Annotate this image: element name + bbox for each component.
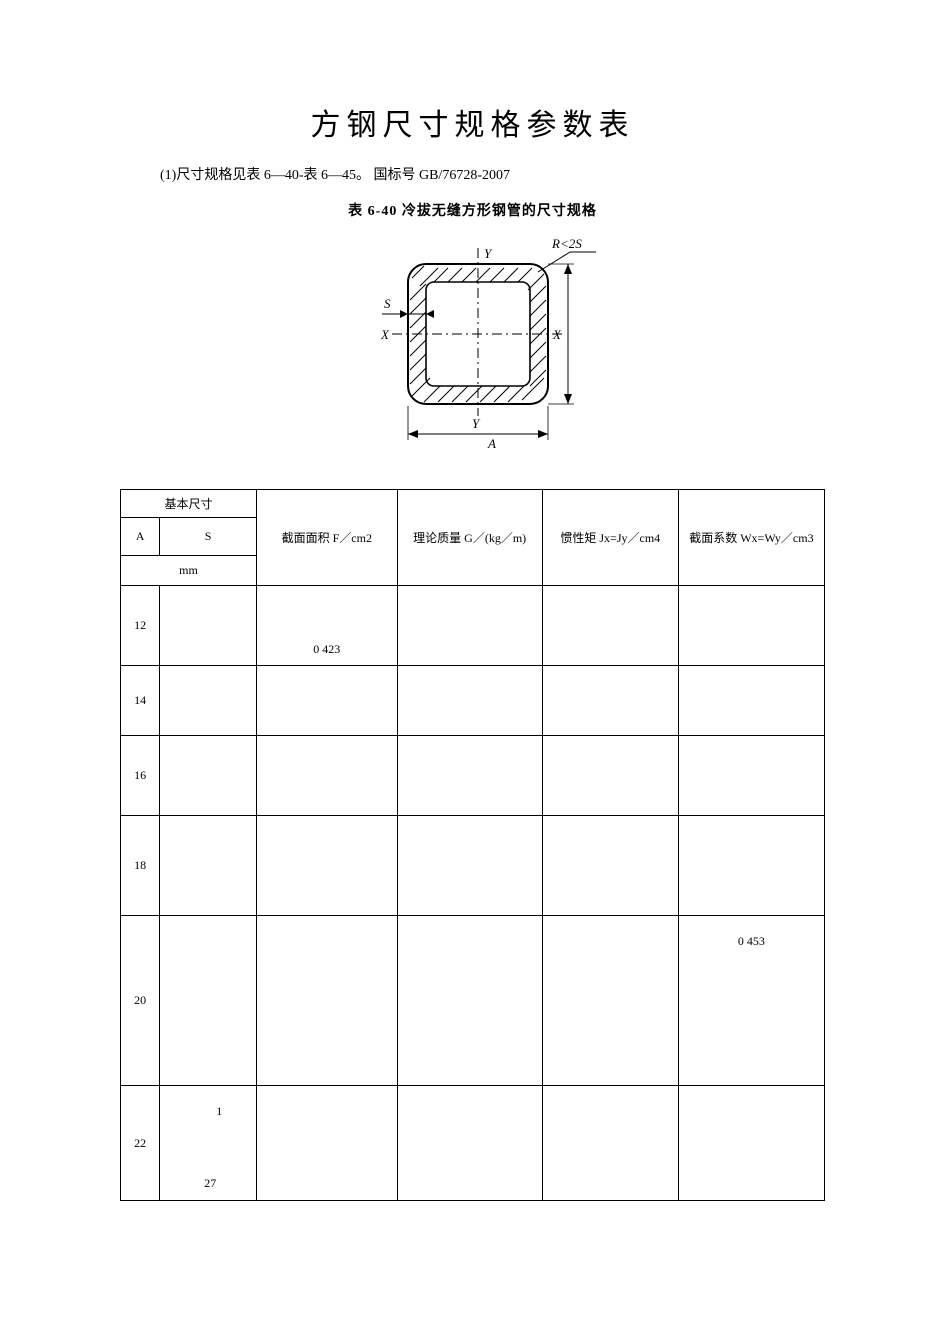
cell-G xyxy=(397,916,542,1086)
cell-A: 14 xyxy=(121,666,160,736)
table-row: 20 0 453 xyxy=(121,916,825,1086)
cell-G xyxy=(397,736,542,816)
th-G: 理论质量 G／(kg／m) xyxy=(397,490,542,586)
th-A: A xyxy=(121,518,160,556)
cell-J xyxy=(542,1086,678,1201)
th-J: 惯性矩 Jx=Jy／cm4 xyxy=(542,490,678,586)
th-W: 截面系数 Wx=Wy／cm3 xyxy=(678,490,824,586)
cell-S xyxy=(160,916,257,1086)
table-caption: 表 6-40 冷拔无缝方形钢管的尺寸规格 xyxy=(120,200,825,220)
cell-W xyxy=(678,736,824,816)
cell-W xyxy=(678,1086,824,1201)
cell-A: 20 xyxy=(121,916,160,1086)
cell-W xyxy=(678,586,824,666)
cell-F xyxy=(257,736,398,816)
cell-G xyxy=(397,1086,542,1201)
cell-G xyxy=(397,816,542,916)
table-row: 16 xyxy=(121,736,825,816)
cell-S: 1 27 xyxy=(160,1086,257,1201)
cell-S xyxy=(160,666,257,736)
cell-A: 22 xyxy=(121,1086,160,1201)
cell-J xyxy=(542,816,678,916)
th-basic-dim: 基本尺寸 xyxy=(121,490,257,518)
page-title: 方钢尺寸规格参数表 xyxy=(120,100,825,144)
cross-section-diagram: Y Y X X S A R<2S xyxy=(120,234,825,469)
th-S: S xyxy=(160,518,257,556)
cell-S xyxy=(160,736,257,816)
diagram-X-left: X xyxy=(380,327,390,342)
cell-J xyxy=(542,666,678,736)
cell-J xyxy=(542,916,678,1086)
diagram-Y-bot: Y xyxy=(472,416,481,431)
diagram-X-right: X xyxy=(552,327,562,342)
cell-J xyxy=(542,586,678,666)
table-row: 14 xyxy=(121,666,825,736)
cell-F xyxy=(257,666,398,736)
cell-F xyxy=(257,816,398,916)
table-row: 12 0 423 xyxy=(121,586,825,666)
diagram-A: A xyxy=(487,436,496,451)
cell-J xyxy=(542,736,678,816)
cell-W xyxy=(678,816,824,916)
cell-W: 0 453 xyxy=(678,916,824,1086)
diagram-R: R<2S xyxy=(551,236,582,251)
table-row: 18 xyxy=(121,816,825,916)
th-F: 截面面积 F／cm2 xyxy=(257,490,398,586)
cell-S-a: 1 xyxy=(216,1104,222,1119)
spec-table: 基本尺寸 截面面积 F／cm2 理论质量 G／(kg／m) 惯性矩 Jx=Jy／… xyxy=(120,489,825,1201)
cell-S xyxy=(160,816,257,916)
diagram-S: S xyxy=(384,296,391,311)
cell-A: 18 xyxy=(121,816,160,916)
cell-A: 12 xyxy=(121,586,160,666)
diagram-Y-top: Y xyxy=(484,246,493,261)
table-row: 22 1 27 xyxy=(121,1086,825,1201)
cell-F: 0 423 xyxy=(257,586,398,666)
cell-W xyxy=(678,666,824,736)
cell-G xyxy=(397,666,542,736)
cell-A: 16 xyxy=(121,736,160,816)
cell-S xyxy=(160,586,257,666)
page-subtitle: (1)尺寸规格见表 6—40-表 6—45。 国标号 GB/76728-2007 xyxy=(120,164,825,184)
th-mm: mm xyxy=(121,556,257,586)
cell-F xyxy=(257,916,398,1086)
cell-F xyxy=(257,1086,398,1201)
cell-S-b: 27 xyxy=(204,1176,216,1191)
cell-G xyxy=(397,586,542,666)
